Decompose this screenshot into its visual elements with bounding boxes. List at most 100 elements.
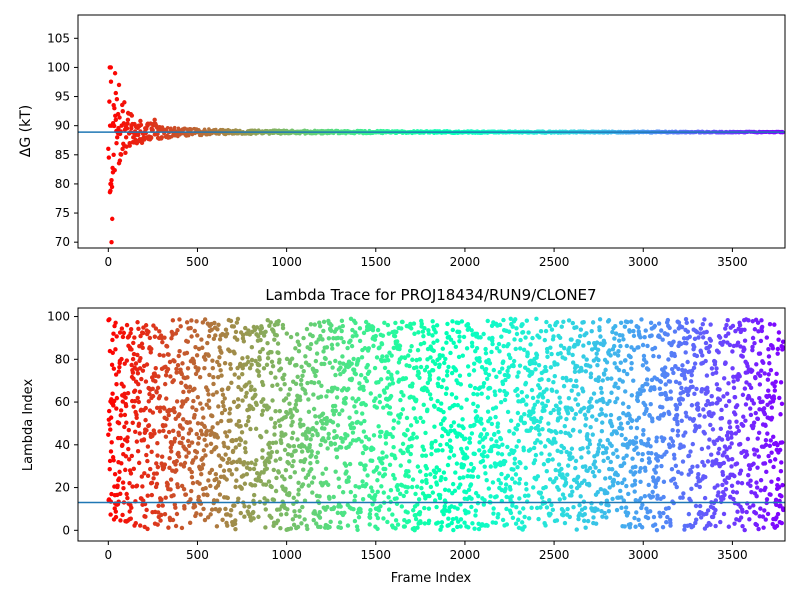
bottom-point xyxy=(542,444,548,449)
bottom-point xyxy=(622,477,627,482)
bottom-point xyxy=(557,335,563,341)
bottom-point xyxy=(345,345,350,351)
bottom-point xyxy=(435,520,441,525)
bottom-point xyxy=(549,327,555,332)
bottom-point xyxy=(228,361,233,367)
top-point xyxy=(109,239,114,245)
bottom-point xyxy=(188,325,193,331)
bottom-point xyxy=(260,346,265,352)
bottom-point xyxy=(205,340,210,346)
bottom-point xyxy=(547,497,552,503)
bottom-point xyxy=(688,379,694,384)
bottom-point xyxy=(444,340,449,345)
bottom-point xyxy=(488,464,493,469)
bottom-point xyxy=(217,355,222,360)
bottom-chart-title: Lambda Trace for PROJ18434/RUN9/CLONE7 xyxy=(265,286,596,304)
bottom-point xyxy=(146,399,151,404)
bottom-point xyxy=(390,512,395,517)
bottom-point xyxy=(301,422,306,428)
bottom-point xyxy=(133,520,138,526)
bottom-point xyxy=(137,431,142,436)
bottom-point xyxy=(458,524,463,529)
bottom-point xyxy=(434,323,440,328)
bottom-point xyxy=(742,527,747,533)
bottom-point xyxy=(571,427,576,433)
bottom-point xyxy=(352,518,358,524)
bottom-point xyxy=(284,511,289,517)
bottom-point xyxy=(506,329,512,334)
bottom-point xyxy=(251,516,256,521)
bottom-point xyxy=(337,484,342,490)
bottom-point xyxy=(683,316,689,322)
bottom-point xyxy=(297,342,302,348)
bottom-point xyxy=(289,453,294,458)
bottom-point xyxy=(735,480,741,485)
bottom-point xyxy=(615,472,620,478)
bottom-point xyxy=(414,397,419,403)
bottom-point xyxy=(755,465,760,470)
bottom-point xyxy=(415,464,421,469)
bottom-point xyxy=(523,465,528,471)
bottom-point xyxy=(144,452,149,458)
bottom-point xyxy=(454,461,460,466)
bottom-point xyxy=(611,451,616,456)
bottom-point xyxy=(498,481,503,486)
bottom-point xyxy=(568,377,573,383)
bottom-point xyxy=(641,353,647,359)
bottom-point xyxy=(467,436,472,441)
bottom-point xyxy=(458,517,464,522)
bottom-point xyxy=(636,345,641,350)
bottom-point xyxy=(615,396,620,401)
top-point xyxy=(138,118,143,124)
bottom-point xyxy=(225,445,231,450)
bottom-point xyxy=(636,325,641,330)
bottom-point xyxy=(597,327,602,333)
top-point xyxy=(129,113,135,118)
bottom-point xyxy=(243,422,249,428)
bottom-point xyxy=(443,356,448,362)
bottom-point xyxy=(650,489,655,495)
bottom-point xyxy=(120,334,126,340)
bottom-point xyxy=(221,468,227,473)
top-point xyxy=(107,99,112,104)
bottom-point xyxy=(378,504,383,509)
top-point xyxy=(125,121,130,126)
bottom-point xyxy=(556,487,561,492)
bottom-point xyxy=(617,415,622,421)
bottom-point xyxy=(446,364,451,370)
bottom-point xyxy=(406,518,412,524)
bottom-point xyxy=(223,430,228,435)
top-point xyxy=(109,184,115,190)
bottom-point xyxy=(505,444,510,450)
bottom-point xyxy=(409,444,414,449)
bottom-point xyxy=(370,325,376,330)
bottom-point xyxy=(559,449,564,455)
bottom-point xyxy=(208,483,213,489)
bottom-point xyxy=(555,362,560,367)
bottom-point xyxy=(501,317,506,323)
bottom-point xyxy=(754,522,760,528)
bottom-point xyxy=(616,338,622,343)
bottom-point xyxy=(688,449,693,454)
bottom-point xyxy=(200,456,205,461)
bottom-point xyxy=(184,385,189,390)
bottom-point xyxy=(247,466,253,472)
bottom-point xyxy=(563,476,568,482)
top-y-tick-label: 70 xyxy=(55,235,70,249)
bottom-point xyxy=(473,508,479,513)
bottom-point xyxy=(290,430,296,436)
bottom-point xyxy=(612,351,618,356)
bottom-point xyxy=(697,424,702,429)
bottom-point xyxy=(269,449,275,455)
bottom-point xyxy=(283,467,289,473)
bottom-point xyxy=(232,372,237,377)
bottom-point xyxy=(740,509,745,514)
bottom-point xyxy=(373,492,378,498)
bottom-point xyxy=(439,520,445,525)
bottom-point xyxy=(323,466,329,471)
bottom-point xyxy=(270,398,275,403)
bottom-point xyxy=(703,402,709,408)
bottom-point xyxy=(679,418,684,424)
bottom-point xyxy=(748,385,754,391)
bottom-point xyxy=(113,320,118,325)
